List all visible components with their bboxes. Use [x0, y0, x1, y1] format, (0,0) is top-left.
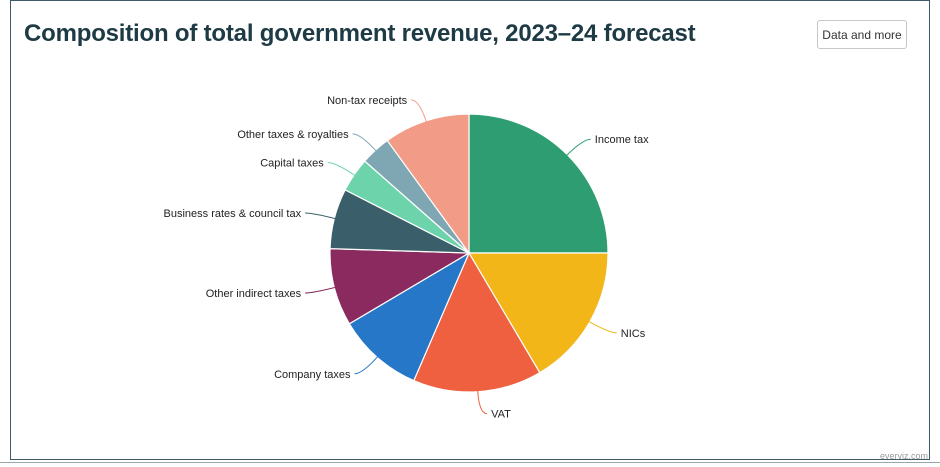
data-label-vat: VAT — [491, 409, 511, 421]
data-and-more-button[interactable]: Data and more — [817, 20, 907, 49]
chart-title: Composition of total government revenue,… — [24, 20, 696, 47]
data-label-non-tax-receipts: Non-tax receipts — [327, 95, 408, 107]
data-label-other-taxes-and-royalties: Other taxes & royalties — [237, 129, 349, 141]
connector-other-indirect-taxes — [305, 286, 337, 294]
data-label-business-rates-and-council-tax: Business rates & council tax — [164, 208, 302, 220]
connector-income-tax — [565, 138, 591, 157]
data-label-nics: NICs — [621, 328, 646, 340]
connector-nics — [587, 320, 617, 334]
connector-business-rates-and-council-tax — [305, 212, 337, 220]
credit-label[interactable]: everviz.com — [879, 451, 928, 461]
divider — [0, 462, 940, 463]
data-label-income-tax: Income tax — [595, 134, 649, 146]
pie-slice-income-tax[interactable] — [468, 113, 609, 254]
connector-vat — [477, 389, 488, 415]
connector-company-taxes — [354, 355, 379, 375]
connector-non-tax-receipts — [411, 99, 428, 123]
connector-capital-taxes — [327, 162, 356, 177]
connector-other-taxes-and-royalties — [352, 133, 378, 153]
data-label-other-indirect-taxes: Other indirect taxes — [206, 288, 302, 300]
data-label-capital-taxes: Capital taxes — [260, 158, 324, 170]
data-label-company-taxes: Company taxes — [274, 369, 351, 381]
